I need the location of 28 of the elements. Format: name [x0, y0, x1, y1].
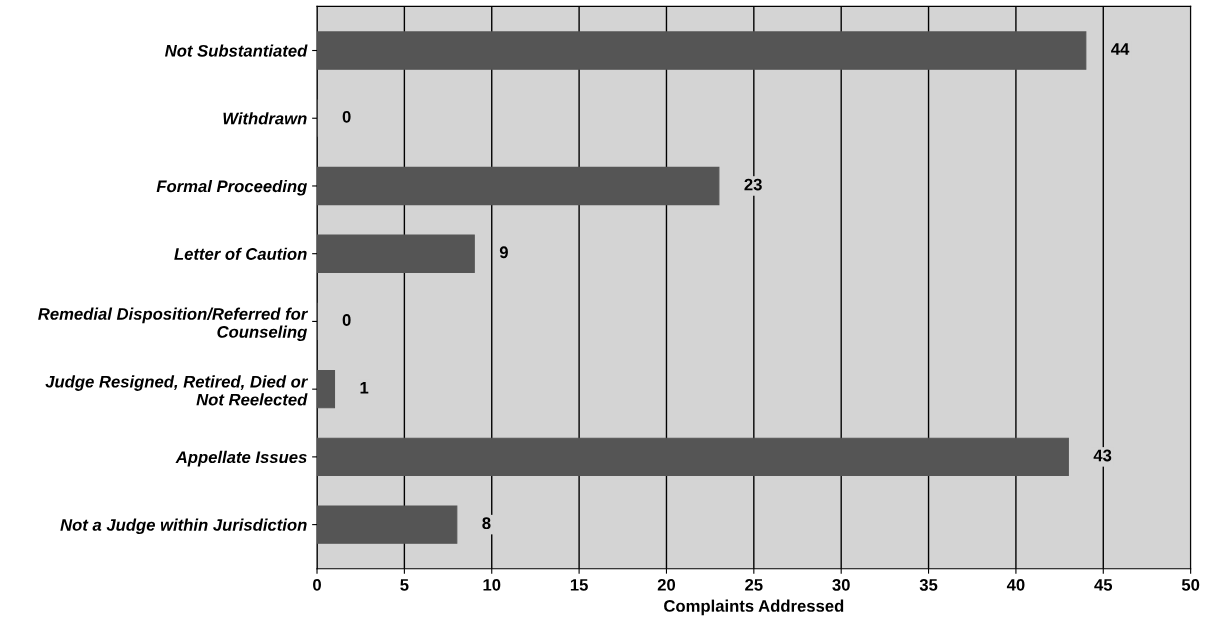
- x-tick-label: 0: [313, 578, 321, 591]
- y-tick-label: Formal Proceeding: [156, 179, 308, 196]
- x-axis-title: Complaints Addressed: [664, 599, 844, 616]
- data-label: 1: [360, 382, 369, 394]
- y-tick-label: Appellate Issues: [175, 450, 307, 467]
- data-label: 8: [482, 517, 491, 530]
- x-tick-label: 5: [400, 579, 409, 591]
- x-tick-label: 20: [657, 578, 676, 591]
- x-tick-label: 40: [1006, 578, 1025, 591]
- y-tick-label: Withdrawn: [223, 112, 307, 125]
- x-tick-label: 25: [745, 578, 763, 591]
- data-label: 44: [1111, 43, 1130, 55]
- x-tick-label: 50: [1181, 578, 1200, 591]
- x-tick-label: 35: [919, 578, 938, 591]
- data-label: 9: [499, 246, 508, 259]
- y-tick-label: Not a Judge within Jurisdiction: [60, 518, 307, 535]
- data-label: 0: [342, 314, 351, 326]
- x-tick-label: 15: [570, 579, 588, 591]
- y-tick-label: Not Substantiated: [165, 44, 308, 57]
- data-label: 0: [342, 110, 351, 123]
- data-label: 23: [744, 178, 762, 191]
- y-tick-label: Judge Resigned, Retired, Died or Not Reelected: [45, 375, 309, 406]
- y-tick-label: Letter of Caution: [174, 247, 307, 260]
- x-tick-label: 30: [832, 578, 850, 591]
- x-tick-label: 45: [1094, 579, 1113, 591]
- data-label: 43: [1093, 449, 1112, 462]
- x-tick-label: 10: [483, 578, 501, 591]
- y-tick-label: Remedial Disposition/Referred for Counseling: [38, 307, 309, 342]
